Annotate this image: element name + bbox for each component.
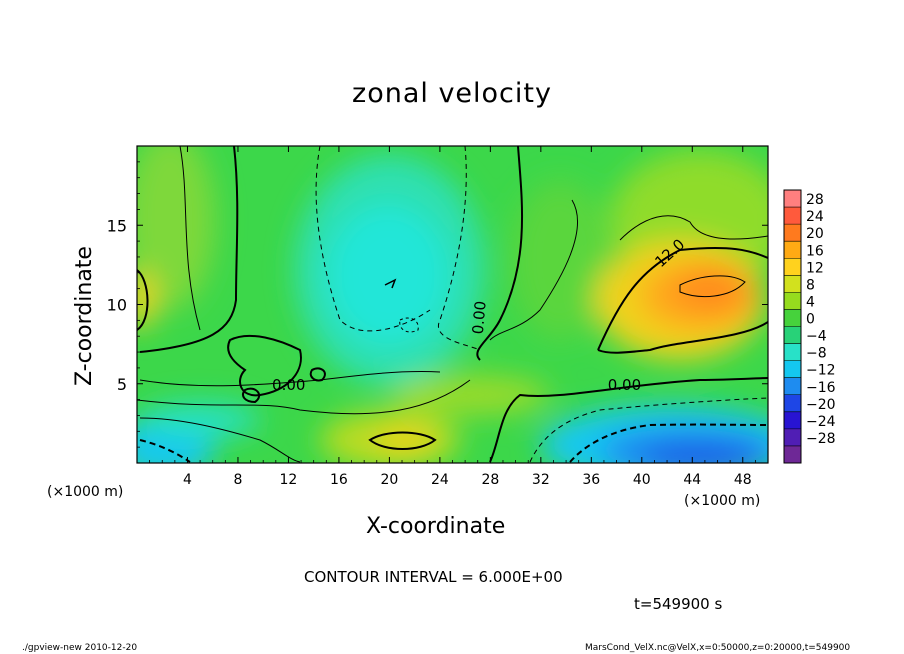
x-tick-label: 48 bbox=[734, 472, 752, 488]
contour-label: 0.00 bbox=[272, 376, 305, 394]
colorbar-label: 0 bbox=[806, 312, 815, 328]
x-unit-label-right: (×1000 m) bbox=[684, 493, 761, 509]
heatmap-field bbox=[137, 146, 768, 463]
footer-right: MarsCond_VelX.nc@VelX,x=0:50000,z=0:2000… bbox=[585, 643, 851, 653]
colorbar-segment bbox=[784, 190, 801, 208]
x-tick-label: 24 bbox=[431, 472, 449, 488]
colorbar-label: −24 bbox=[806, 414, 836, 430]
x-axis-label: X-coordinate bbox=[366, 514, 506, 539]
contour-label: 0.00 bbox=[608, 376, 641, 394]
colorbar-label: 20 bbox=[806, 226, 824, 242]
x-unit-label-left: (×1000 m) bbox=[47, 484, 124, 500]
x-tick-label: 40 bbox=[633, 472, 651, 488]
colorbar-segment bbox=[784, 207, 801, 225]
colorbar-label: −16 bbox=[806, 380, 836, 396]
colorbar-label: 12 bbox=[806, 260, 824, 276]
x-tick-label: 32 bbox=[532, 472, 550, 488]
x-tick-label: 16 bbox=[330, 472, 348, 488]
colorbar-segment bbox=[784, 428, 801, 447]
x-tick-label: 8 bbox=[233, 472, 242, 488]
x-tick-label: 4 bbox=[183, 472, 192, 488]
colorbar-segment bbox=[784, 309, 801, 327]
x-tick-label: 12 bbox=[280, 472, 298, 488]
colorbar-label: 24 bbox=[806, 209, 824, 225]
colorbar-label: 28 bbox=[806, 192, 824, 208]
x-tick-label: 36 bbox=[582, 472, 600, 488]
colorbar-segment bbox=[784, 377, 801, 396]
footer-left: ./gpview-new 2010-12-20 bbox=[22, 643, 138, 653]
colorbar-segment bbox=[784, 275, 801, 293]
colorbar-segment bbox=[784, 360, 801, 379]
y-tick-label: 10 bbox=[107, 296, 127, 315]
contour-interval-text: CONTOUR INTERVAL = 6.000E+00 bbox=[304, 568, 563, 586]
x-tick-label: 44 bbox=[683, 472, 701, 488]
colorbar-segment bbox=[784, 394, 801, 413]
colorbar-segment bbox=[784, 343, 801, 362]
colorbar-segment bbox=[784, 326, 801, 345]
y-tick-label: 5 bbox=[117, 375, 127, 394]
colorbar-segment bbox=[784, 292, 801, 310]
colorbar-segment bbox=[784, 445, 801, 464]
colorbar-label: 4 bbox=[806, 294, 815, 310]
x-ticks: 4 8 12 16 20 24 28 32 36 40 44 48 bbox=[149, 146, 756, 488]
contour-label: 0.00 bbox=[469, 300, 490, 335]
colorbar-segment bbox=[784, 224, 801, 242]
y-ticks: 5 10 15 bbox=[107, 161, 768, 448]
chart-title: zonal velocity bbox=[352, 78, 552, 109]
x-tick-label: 20 bbox=[380, 472, 398, 488]
colorbar-label: −28 bbox=[806, 431, 836, 447]
colorbar-label: 8 bbox=[806, 277, 815, 293]
colorbar-label: −8 bbox=[806, 346, 827, 362]
colorbar-segment bbox=[784, 241, 801, 259]
colorbar-label: −20 bbox=[806, 397, 836, 413]
colorbar-label: −4 bbox=[806, 329, 827, 345]
colorbar-label: −12 bbox=[806, 363, 836, 379]
colorbar-segment bbox=[784, 411, 801, 430]
colorbar-label: 16 bbox=[806, 243, 824, 259]
colorbar-segment bbox=[784, 258, 801, 276]
x-tick-label: 28 bbox=[481, 472, 499, 488]
time-text: t=549900 s bbox=[634, 595, 723, 613]
y-tick-label: 15 bbox=[107, 216, 127, 235]
